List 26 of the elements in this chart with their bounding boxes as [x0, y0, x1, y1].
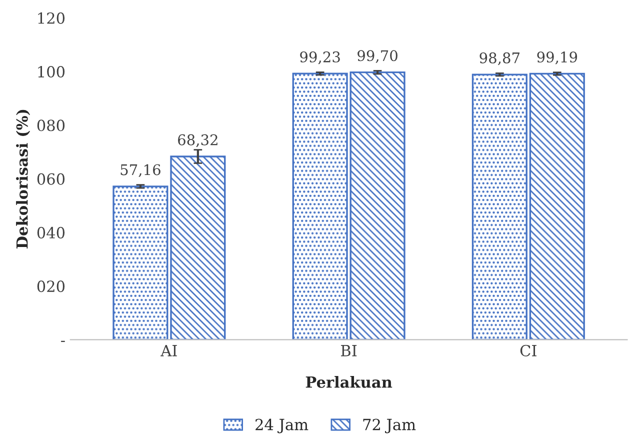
- bar: [472, 74, 528, 340]
- y-tick-label: 100: [38, 66, 65, 78]
- bar: [170, 156, 226, 340]
- bar: [350, 71, 406, 340]
- data-label: 98,87: [480, 52, 520, 66]
- legend-label: 24 Jam: [256, 418, 308, 434]
- y-tick-label: -: [61, 340, 65, 342]
- x-axis-title: Perlakuan: [306, 376, 392, 388]
- legend-label: 72 Jam: [363, 418, 416, 434]
- y-tick-label: 060: [37, 173, 65, 185]
- y-tick-label: 020: [37, 280, 65, 292]
- data-label: 99,70: [358, 50, 398, 63]
- y-axis-title: Dekolorisasi (%): [16, 110, 30, 248]
- bar: [112, 186, 168, 340]
- data-label: 99,23: [300, 51, 340, 64]
- data-label: 99,19: [537, 52, 578, 64]
- x-tick-label: AI: [160, 345, 177, 356]
- bar: [529, 72, 585, 340]
- data-label: 68,32: [178, 134, 218, 148]
- x-tick-label: BI: [341, 345, 357, 356]
- y-tick-label: 080: [37, 120, 65, 132]
- y-tick-label: 120: [38, 12, 65, 24]
- bar: [292, 72, 348, 340]
- data-label: 57,16: [120, 164, 160, 178]
- y-tick-label: 040: [37, 226, 65, 238]
- x-tick-label: CI: [520, 344, 536, 356]
